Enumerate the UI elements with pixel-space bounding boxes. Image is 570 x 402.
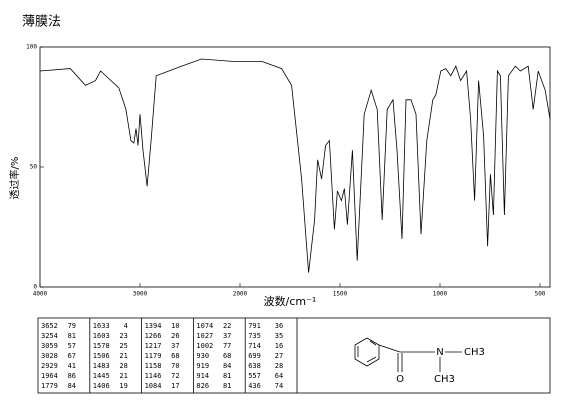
table-cell: 826 (196, 382, 209, 390)
table-cell: 84 (68, 382, 76, 390)
spectrum-line (39, 58, 551, 273)
table-cell: 28 (275, 362, 283, 370)
table-cell: 735 (248, 332, 261, 340)
table-cell: 714 (248, 342, 261, 350)
y-tick-label: 50 (30, 164, 38, 171)
table-cell: 1779 (41, 382, 58, 390)
table-cell: 37 (171, 342, 179, 350)
table-cell: 2929 (41, 362, 58, 370)
table-cell: 1217 (145, 342, 162, 350)
table-cell: 1406 (93, 382, 110, 390)
x-tick-label: 3000 (133, 291, 148, 298)
atom-label: CH3 (464, 347, 485, 358)
table-cell: 1027 (196, 332, 213, 340)
table-cell: 3254 (41, 332, 58, 340)
atom-label: O (396, 374, 404, 385)
table-cell: 23 (119, 332, 127, 340)
table-cell: 25 (119, 342, 127, 350)
x-tick-label: 500 (535, 291, 546, 298)
table-cell: 41 (68, 362, 76, 370)
table-cell: 28 (119, 362, 127, 370)
table-cell: 22 (223, 322, 231, 330)
table-cell: 3652 (41, 322, 58, 330)
table-cell: 72 (171, 372, 179, 380)
table-cell: 84 (223, 362, 231, 370)
table-cell: 79 (68, 322, 76, 330)
table-cell: 1633 (93, 322, 110, 330)
table-cell: 70 (171, 362, 179, 370)
chart-title: 薄膜法 (22, 15, 61, 30)
table-cell: 1266 (145, 332, 162, 340)
table-cell: 3028 (41, 352, 58, 360)
table-cell: 68 (171, 352, 179, 360)
table-cell: 27 (275, 352, 283, 360)
x-tick-label: 1500 (333, 291, 348, 298)
table-cell: 1179 (145, 352, 162, 360)
table-cell: 930 (196, 352, 209, 360)
table-cell: 68 (223, 352, 231, 360)
atom-label: CH3 (434, 374, 455, 385)
atom-label: N (436, 347, 443, 358)
x-tick-label: 2000 (233, 291, 248, 298)
table-cell: 19 (119, 382, 127, 390)
table-cell: 919 (196, 362, 209, 370)
table-cell: 4 (124, 322, 128, 330)
x-tick-label: 4000 (33, 291, 48, 298)
structure (354, 337, 462, 372)
y-axis-label: 透过率/% (8, 157, 21, 200)
table-cell: 1084 (145, 382, 162, 390)
table-cell: 1394 (145, 322, 162, 330)
table-cell: 10 (171, 322, 179, 330)
y-tick-label: 0 (33, 284, 37, 291)
table-cell: 1002 (196, 342, 213, 350)
table-cell: 35 (275, 332, 283, 340)
table-cell: 21 (119, 352, 127, 360)
table-cell: 914 (196, 372, 209, 380)
table-cell: 21 (119, 372, 127, 380)
table-cell: 1603 (93, 332, 110, 340)
table-cell: 557 (248, 372, 261, 380)
x-tick-label: 1000 (433, 291, 448, 298)
table-cell: 791 (248, 322, 261, 330)
table-cell: 1445 (93, 372, 110, 380)
table-cell: 17 (171, 382, 179, 390)
table-cell: 81 (223, 372, 231, 380)
table-cell: 86 (68, 372, 76, 380)
x-axis-label: 波数/cm⁻¹ (264, 295, 317, 308)
table-cell: 57 (68, 342, 76, 350)
table-cell: 64 (275, 372, 283, 380)
y-tick-label: 100 (26, 44, 37, 51)
table-cell: 1964 (41, 372, 58, 380)
table-cell: 1506 (93, 352, 110, 360)
table-cell: 16 (275, 342, 283, 350)
table-cell: 1578 (93, 342, 110, 350)
table-cell: 638 (248, 362, 261, 370)
table-cell: 1146 (145, 372, 162, 380)
table-cell: 436 (248, 382, 261, 390)
table-cell: 37 (223, 332, 231, 340)
table-cell: 699 (248, 352, 261, 360)
table-cell: 81 (223, 382, 231, 390)
plot-frame (39, 46, 551, 288)
table-cell: 36 (275, 322, 283, 330)
table-cell: 74 (275, 382, 283, 390)
table-cell: 1074 (196, 322, 213, 330)
table-cell: 1158 (145, 362, 162, 370)
table-cell: 81 (68, 332, 76, 340)
table-cell: 77 (223, 342, 231, 350)
table-cell: 26 (171, 332, 179, 340)
table-cell: 3059 (41, 342, 58, 350)
table-cell: 1483 (93, 362, 110, 370)
table-cell: 67 (68, 352, 76, 360)
table-frame (37, 317, 551, 394)
